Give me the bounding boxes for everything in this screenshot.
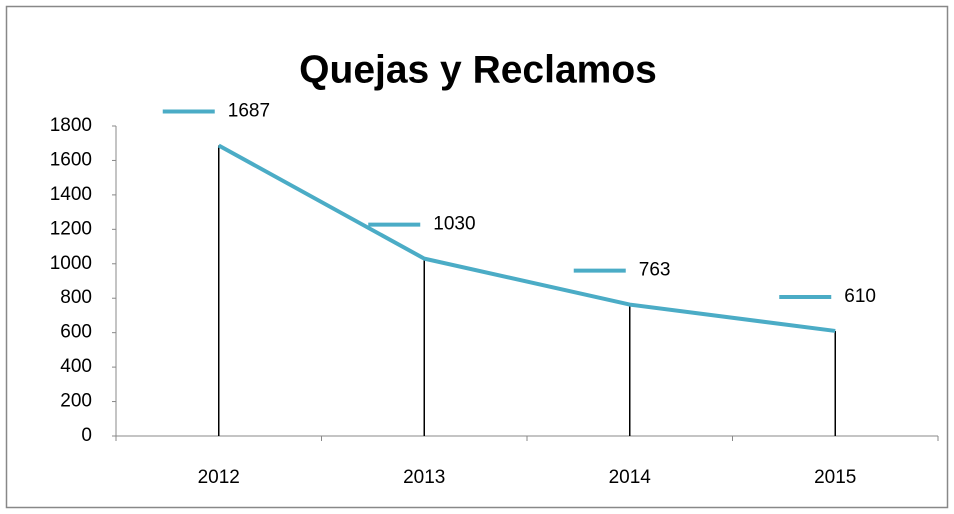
data-label: 610 [844, 286, 876, 307]
line [217, 143, 836, 333]
y-tick-label: 1000 [50, 253, 92, 274]
x-tick-label: 2015 [814, 467, 856, 488]
data-label: 1030 [433, 214, 475, 235]
y-tick-label: 0 [81, 425, 92, 446]
y-tick-label: 1400 [50, 184, 92, 205]
y-tick-label: 200 [60, 391, 92, 412]
y-tick-label: 400 [60, 356, 92, 377]
data-label: 763 [639, 260, 671, 281]
x-tick-label: 2012 [198, 467, 240, 488]
y-tick-label: 1800 [50, 115, 92, 136]
y-tick-label: 1200 [50, 218, 92, 239]
x-tick-label: 2013 [403, 467, 445, 488]
x-tick-label: 2014 [609, 467, 652, 488]
y-tick-label: 600 [60, 322, 92, 343]
y-tick-label: 800 [60, 287, 92, 308]
y-tick-label: 1600 [50, 149, 92, 170]
data-label: 1687 [228, 100, 270, 121]
chart-title: Quejas y Reclamos [299, 48, 657, 91]
chart-border [5, 5, 949, 509]
